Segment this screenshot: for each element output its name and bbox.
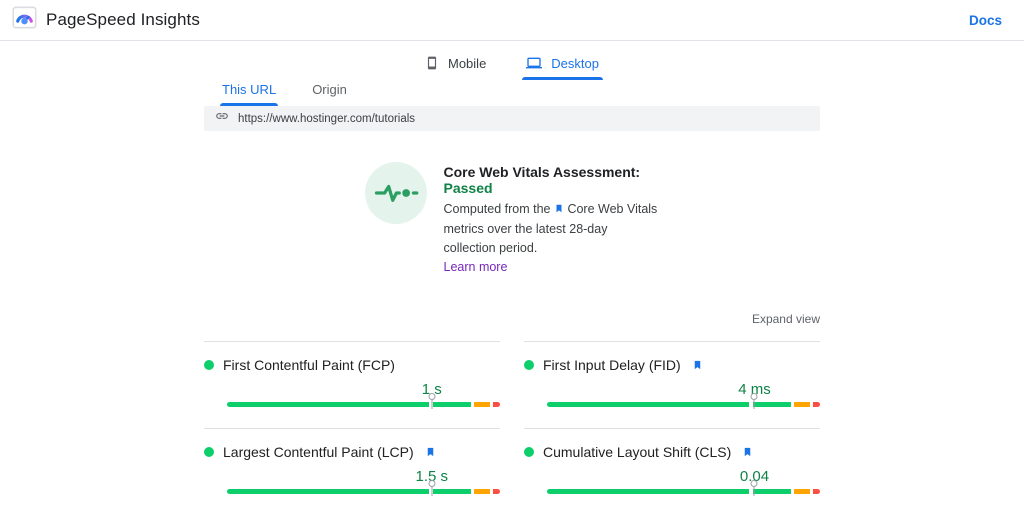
device-tabs: Mobile Desktop <box>0 48 1024 80</box>
bar-segment-good <box>547 402 750 407</box>
bookmark-icon <box>742 446 753 458</box>
metric-head: Cumulative Layout Shift (CLS) <box>524 444 820 460</box>
metric-label: Largest Contentful Paint (LCP) <box>223 444 414 460</box>
url-bar: https://www.hostinger.com/tutorials <box>204 106 820 131</box>
brand[interactable]: PageSpeed Insights <box>12 5 200 35</box>
tab-desktop-label: Desktop <box>551 55 599 71</box>
metric-value: 1 s <box>421 381 442 398</box>
metric-marker-pin <box>750 480 758 496</box>
metric-value: 4 ms <box>738 381 771 398</box>
metric-value: 0.04 <box>739 468 770 485</box>
metric-marker-pin <box>428 393 436 409</box>
bar-segment-good <box>227 489 430 494</box>
tab-origin[interactable]: Origin <box>294 74 365 106</box>
metric-head: First Contentful Paint (FCP) <box>204 357 500 373</box>
assessment-description: Computed from the Core Web Vitals metric… <box>444 200 660 277</box>
scope-tabs: This URL Origin <box>204 74 820 106</box>
metric-label: Cumulative Layout Shift (CLS) <box>543 444 732 460</box>
bar-segment-poor <box>813 402 820 407</box>
pass-dot-icon <box>524 360 534 370</box>
bar-segment-average <box>794 489 810 494</box>
analyzed-url: https://www.hostinger.com/tutorials <box>238 112 416 125</box>
pagespeed-logo-icon <box>12 5 37 35</box>
metrics-grid: First Contentful Paint (FCP) 1 s First I… <box>204 341 820 509</box>
metric-marker-pin <box>428 480 436 496</box>
metric-scale-bar <box>227 393 500 409</box>
metric-value: 1.5 s <box>415 468 449 485</box>
bar-segment-average <box>474 402 490 407</box>
desktop-laptop-icon <box>526 55 543 71</box>
bar-segment-good <box>227 402 430 407</box>
bar-segment-good <box>433 402 471 407</box>
metric-bar-area: 4 ms <box>547 381 820 409</box>
bar-segment-good <box>433 489 471 494</box>
bar-segment-good <box>547 489 750 494</box>
bookmark-icon <box>692 359 703 371</box>
bookmark-icon <box>425 446 436 458</box>
mobile-phone-icon <box>425 56 439 70</box>
metric-bar-area: 0.04 <box>547 468 820 496</box>
cwv-assessment: Core Web Vitals Assessment: Passed Compu… <box>204 162 820 277</box>
learn-more-link[interactable]: Learn more <box>443 260 508 275</box>
bar-segment-good <box>753 489 791 494</box>
tab-mobile-label: Mobile <box>448 55 487 71</box>
bar-segment-average <box>474 489 490 494</box>
metric-cls: Cumulative Layout Shift (CLS) 0.04 <box>524 428 820 509</box>
page-title: PageSpeed Insights <box>46 10 200 29</box>
tab-desktop[interactable]: Desktop <box>508 48 617 80</box>
metric-label: First Input Delay (FID) <box>543 357 681 373</box>
pass-dot-icon <box>524 447 534 457</box>
report-content: This URL Origin https://www.hostinger.co… <box>204 74 820 509</box>
assessment-status: Passed <box>443 180 493 196</box>
link-icon <box>215 109 229 128</box>
pass-dot-icon <box>204 447 214 457</box>
pulse-icon <box>364 162 427 224</box>
assessment-desc-before: Computed from the <box>443 202 554 216</box>
metric-fid: First Input Delay (FID) 4 ms <box>524 341 820 428</box>
bar-segment-average <box>794 402 810 407</box>
metric-head: Largest Contentful Paint (LCP) <box>204 444 500 460</box>
metric-marker-pin <box>750 393 758 409</box>
tab-this-url[interactable]: This URL <box>204 74 294 106</box>
assessment-title-label: Core Web Vitals Assessment: <box>443 164 641 180</box>
bar-segment-good <box>753 402 791 407</box>
docs-link[interactable]: Docs <box>968 12 1002 28</box>
expand-row: Expand view <box>204 310 820 328</box>
metric-label: First Contentful Paint (FCP) <box>223 357 395 373</box>
metric-scale-bar <box>227 480 500 496</box>
metric-scale-bar <box>547 480 820 496</box>
tab-origin-label: Origin <box>312 82 347 97</box>
metric-scale-bar <box>547 393 820 409</box>
bookmark-icon <box>554 203 564 217</box>
bar-segment-poor <box>493 489 500 494</box>
metric-fcp: First Contentful Paint (FCP) 1 s <box>204 341 500 428</box>
bar-segment-poor <box>493 402 500 407</box>
metric-bar-area: 1 s <box>227 381 500 409</box>
pass-dot-icon <box>204 360 214 370</box>
tab-this-url-label: This URL <box>222 82 277 97</box>
metric-head: First Input Delay (FID) <box>524 357 820 373</box>
bar-segment-poor <box>813 489 820 494</box>
assessment-title: Core Web Vitals Assessment: Passed <box>444 164 660 196</box>
expand-view-link[interactable]: Expand view <box>751 312 820 326</box>
assessment-text: Core Web Vitals Assessment: Passed Compu… <box>444 162 660 277</box>
assessment-desc-after: Core Web Vitals metrics over the latest … <box>443 202 658 255</box>
metric-lcp: Largest Contentful Paint (LCP) 1.5 s <box>204 428 500 509</box>
metric-bar-area: 1.5 s <box>227 468 500 496</box>
tab-mobile[interactable]: Mobile <box>407 48 504 80</box>
app-header: PageSpeed Insights Docs <box>0 0 1024 41</box>
